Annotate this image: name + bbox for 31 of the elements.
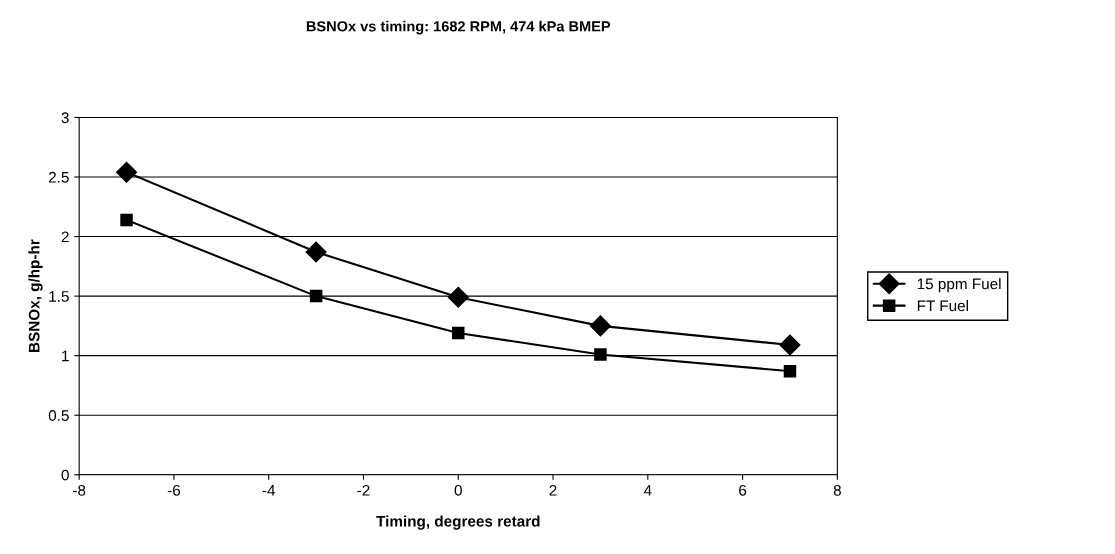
x-tick-label: -4: [262, 485, 276, 496]
x-tick-label: 2: [549, 484, 557, 496]
x-tick-label: -8: [73, 484, 86, 496]
point: [447, 286, 469, 308]
y-tick-label: 0: [61, 469, 69, 481]
point: [589, 315, 611, 337]
y-tick-label: 1.5: [49, 291, 69, 302]
y-tick-label: 2: [61, 231, 69, 243]
point: [783, 364, 797, 378]
x-tick-label: 4: [643, 485, 652, 496]
chart-title: BSNOx vs timing: 1682 RPM, 474 kPa BMEP: [306, 20, 611, 35]
y-axis-title: BSNOx, g/hp-hr: [28, 239, 43, 352]
y-tick-label: 3: [61, 112, 69, 124]
point: [305, 241, 327, 263]
y-tick-label: 2.5: [48, 171, 69, 183]
point: [594, 348, 607, 361]
point: [116, 161, 138, 183]
x-tick-label: -2: [357, 484, 370, 496]
point: [452, 326, 465, 340]
x-tick-label: -6: [167, 484, 181, 496]
y-tick-label: 1: [62, 350, 69, 362]
x-tick-label: 8: [833, 484, 841, 496]
legend-label: 15 ppm Fuel: [917, 278, 1001, 293]
point: [309, 289, 323, 303]
x-tick-label: 6: [739, 484, 747, 496]
point: [779, 334, 801, 356]
y-tick-label: 0.5: [48, 410, 69, 421]
x-axis-title: Timing, degrees retard: [376, 515, 540, 530]
point: [120, 213, 133, 227]
legend-label: FT Fuel: [917, 299, 968, 312]
x-tick-label: 0: [454, 484, 462, 496]
